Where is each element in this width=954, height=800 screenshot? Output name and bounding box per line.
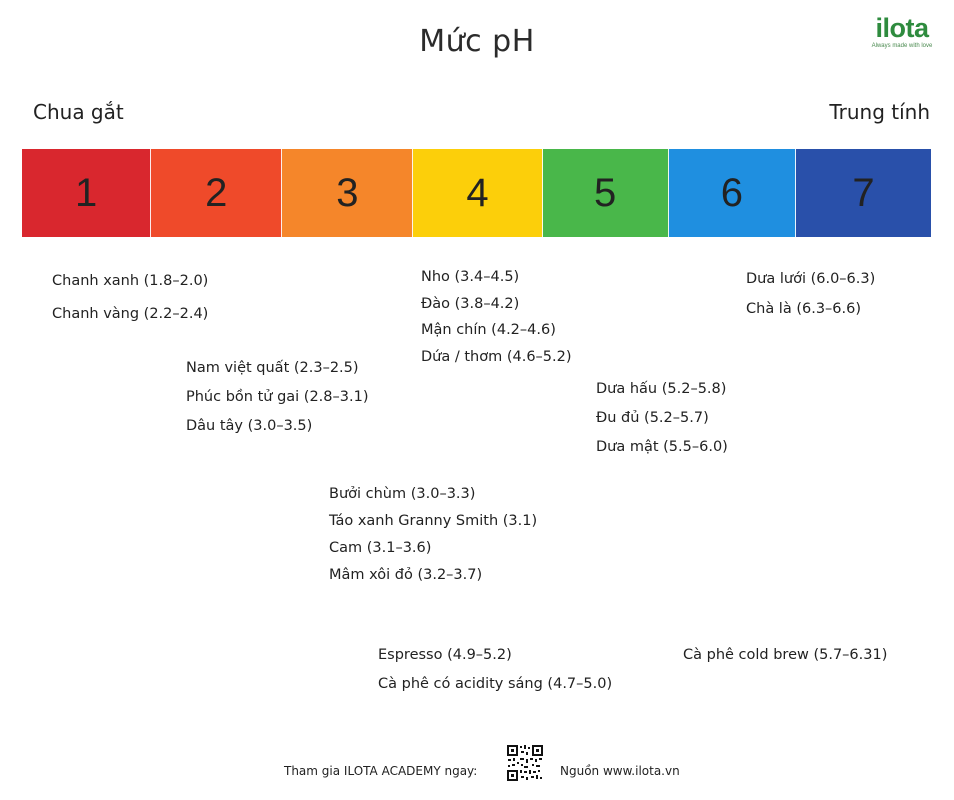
ph-group-coffee: Espresso (4.9–5.2) Cà phê có acidity sán… (378, 641, 612, 699)
fruit-label: Táo xanh Granny Smith (3.1) (329, 513, 538, 529)
ph-segment: 2 (151, 149, 283, 237)
join-academy-text: Tham gia ILOTA ACADEMY ngay: (284, 764, 478, 778)
fruit-label: Đào (3.8–4.2) (421, 295, 520, 312)
qr-code-icon[interactable] (506, 744, 544, 782)
fruit-label: Dưa lưới (6.0–6.3) (746, 271, 876, 287)
ilota-logo[interactable]: ilota Always made with love (866, 14, 938, 49)
ph-group-2: Nam việt quất (2.3–2.5) Phúc bồn tử gai … (186, 354, 368, 441)
logo-tagline: Always made with love (871, 43, 933, 49)
fruit-label: Mận chín (4.2–4.6) (421, 322, 556, 338)
ph-group-3: Bưởi chùm (3.0–3.3) Táo xanh Granny Smit… (329, 481, 537, 589)
ph-group-1: Chanh xanh (1.8–2.0) Chanh vàng (2.2–2.4… (52, 265, 208, 331)
footer: Tham gia ILOTA ACADEMY ngay: Nguồn www.i… (0, 744, 954, 784)
chart-title: Mức pH (419, 24, 535, 59)
fruit-label: Cam (3.1–3.6) (329, 540, 432, 556)
fruit-label: Phúc bồn tử gai (2.8–3.1) (186, 389, 369, 405)
ph-group-cold-brew: Cà phê cold brew (5.7–6.31) (683, 643, 887, 667)
ph-group-5: Dưa hấu (5.2–5.8) Đu đủ (5.2–5.7) Dưa mậ… (596, 375, 728, 462)
ph-group-6: Dưa lưới (6.0–6.3) Chà là (6.3–6.6) (746, 264, 875, 324)
ph-segment: 1 (22, 149, 152, 237)
fruit-label: Mâm xôi đỏ (3.2–3.7) (329, 567, 483, 583)
fruit-label: Dâu tây (3.0–3.5) (186, 418, 313, 434)
fruit-label: Bưởi chùm (3.0–3.3) (329, 486, 476, 502)
neutral-end-label: Trung tính (829, 100, 930, 124)
fruit-label: Nam việt quất (2.3–2.5) (186, 360, 359, 376)
fruit-label: Dưa mật (5.5–6.0) (596, 439, 728, 455)
fruit-label: Dứa / thơm (4.6–5.2) (421, 348, 572, 365)
coffee-label: Cà phê cold brew (5.7–6.31) (683, 647, 888, 663)
ph-segment: 3 (282, 149, 414, 237)
logo-wordmark: ilota (875, 13, 929, 43)
coffee-label: Espresso (4.9–5.2) (378, 647, 512, 663)
source-text: Nguồn www.ilota.vn (560, 764, 680, 778)
fruit-label: Nho (3.4–4.5) (421, 269, 520, 285)
fruit-label: Dưa hấu (5.2–5.8) (596, 381, 727, 397)
acidic-end-label: Chua gắt (33, 100, 124, 124)
fruit-label: Chanh vàng (2.2–2.4) (52, 306, 209, 322)
fruit-label: Chanh xanh (1.8–2.0) (52, 273, 209, 289)
fruit-label: Chà là (6.3–6.6) (746, 301, 862, 317)
ph-segment: 6 (668, 149, 796, 237)
fruit-label: Đu đủ (5.2–5.7) (596, 410, 709, 426)
ph-segment: 5 (542, 149, 669, 237)
coffee-label: Cà phê có acidity sáng (4.7–5.0) (378, 676, 613, 692)
ph-group-4: Nho (3.4–4.5) Đào (3.8–4.2) Mận chín (4.… (421, 264, 572, 370)
ph-segment: 7 (795, 149, 932, 237)
ph-segment: 4 (413, 149, 543, 237)
